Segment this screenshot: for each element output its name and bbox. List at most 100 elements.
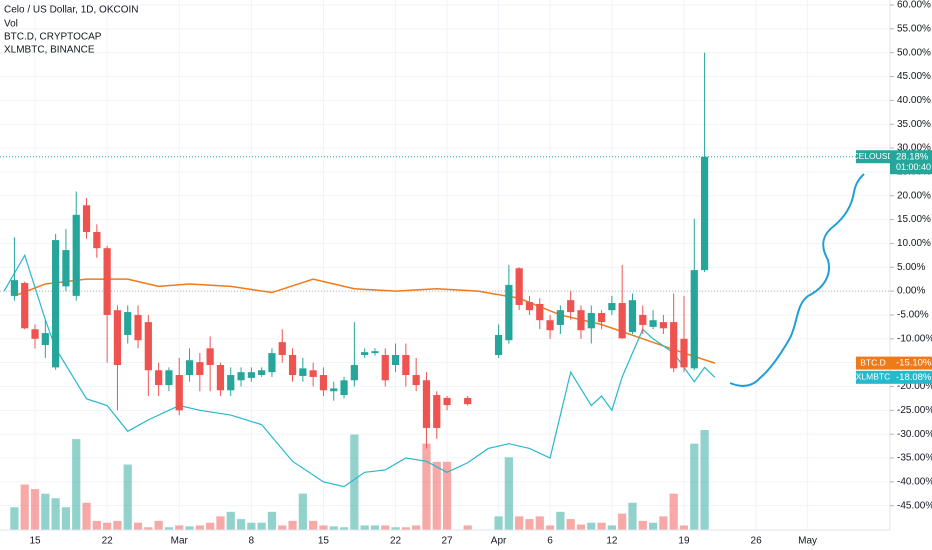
volume-bar — [401, 527, 410, 530]
volume-bar — [525, 519, 534, 530]
volume-bar — [607, 525, 616, 530]
y-tick-label: -40.00% — [897, 476, 932, 487]
volume-label: Vol — [4, 19, 18, 30]
y-tick-label: 40.00% — [897, 95, 931, 106]
candle-body — [93, 231, 101, 249]
volume-bar — [103, 522, 112, 530]
y-tick-label: -10.00% — [897, 333, 932, 344]
volume-bar — [298, 493, 307, 530]
volume-bar — [566, 519, 575, 530]
tag-name: XLMBTC — [856, 372, 890, 382]
volume-bar — [247, 522, 256, 530]
volume-bar — [556, 511, 565, 530]
candle-body — [412, 375, 420, 386]
candle-body — [587, 313, 595, 329]
volume-bar — [494, 516, 503, 530]
y-tick-label: -25.00% — [897, 405, 932, 416]
tag-value-box — [890, 370, 932, 384]
candle-body — [31, 329, 39, 339]
volume-bar — [175, 525, 184, 530]
y-tick-label: -30.00% — [897, 429, 932, 440]
tag-name-box — [856, 150, 890, 164]
candle-body — [216, 365, 225, 391]
y-tick-label: 20.00% — [897, 190, 931, 201]
candle-body — [196, 362, 204, 376]
volume-bar — [133, 522, 143, 530]
volume-bar — [587, 522, 596, 530]
tag-value-box — [890, 150, 932, 175]
x-tick-label: 8 — [249, 536, 255, 547]
volume-bar — [309, 520, 318, 530]
candle-body — [268, 353, 276, 373]
candle-body — [165, 370, 173, 386]
candle-body — [618, 303, 626, 339]
x-tick-label: 15 — [29, 536, 41, 547]
candle-body — [247, 372, 255, 378]
comparison-line — [3, 253, 716, 488]
candle-body — [381, 355, 389, 381]
candle-body — [278, 342, 286, 356]
candle-body — [690, 270, 698, 369]
candle-body — [52, 240, 60, 368]
candle-body — [577, 310, 585, 331]
x-tick-label: 19 — [678, 536, 690, 547]
volume-bar — [576, 524, 586, 530]
x-tick-label: 26 — [751, 536, 763, 547]
volume-bar — [319, 525, 328, 530]
volume-pane — [10, 430, 709, 530]
candle-body — [515, 268, 523, 305]
candle-body — [103, 248, 111, 315]
tag-value: 28.18% — [896, 151, 929, 162]
legend-entry: BTC.D, CRYPTOCAP — [4, 32, 102, 43]
candle-body — [649, 320, 657, 327]
y-tick-label: 45.00% — [897, 71, 931, 82]
candle-body — [670, 322, 678, 369]
candle-body — [536, 303, 544, 321]
volume-bar — [278, 525, 287, 530]
candle-body — [124, 312, 132, 335]
volume-bar — [597, 522, 606, 530]
candle-body — [72, 214, 80, 296]
candle-body — [422, 380, 431, 428]
volume-bar — [432, 461, 441, 530]
candle-body — [567, 300, 575, 313]
candle-body — [134, 314, 142, 341]
volume-bar — [154, 520, 163, 530]
candle-body — [464, 397, 472, 405]
y-tick-label: 55.00% — [897, 23, 931, 34]
volume-bar — [442, 461, 452, 530]
x-tick-label: 15 — [318, 536, 330, 547]
candle-body — [608, 303, 616, 311]
volume-bar — [339, 527, 349, 530]
volume-bar — [648, 522, 658, 530]
tag-value-box — [890, 356, 932, 370]
volume-bar — [257, 522, 266, 530]
volume-bar — [381, 525, 390, 530]
volume-bar — [370, 525, 380, 530]
y-tick-label: -45.00% — [897, 500, 932, 511]
candle-body — [680, 338, 688, 368]
candle-body — [659, 322, 667, 329]
x-tick-label: May — [798, 536, 817, 547]
volume-bar — [144, 527, 153, 530]
volume-bar — [360, 525, 369, 530]
candle-body — [82, 205, 91, 232]
y-tick-label: -35.00% — [897, 453, 932, 464]
candle-body — [505, 284, 513, 341]
legend: Celo / US Dollar, 1D, OKCOIN Vol BTC.D, … — [4, 5, 138, 56]
candle-body — [185, 360, 194, 376]
candle-body — [206, 348, 214, 366]
candle-body — [433, 395, 441, 428]
volume-bar — [288, 520, 297, 530]
volume-bar — [391, 527, 400, 530]
tag-name-box — [856, 370, 890, 384]
candle-body — [237, 372, 245, 381]
candle-body — [700, 156, 709, 271]
x-tick-label: 22 — [390, 536, 402, 547]
volume-bar — [195, 525, 204, 530]
x-tick-label: 6 — [547, 536, 553, 547]
candle-body — [175, 375, 183, 411]
